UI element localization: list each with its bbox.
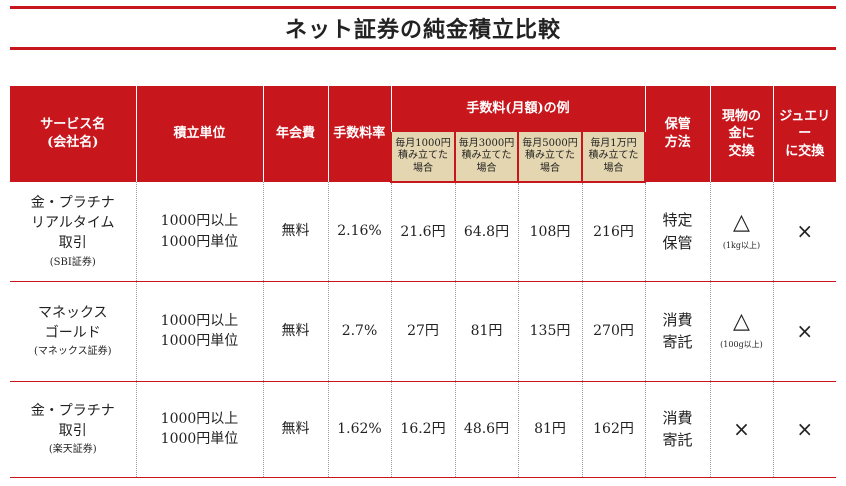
fee-3000-cell: 48.6円 <box>455 381 519 478</box>
header-monthly-fee-group: 手数料(月額)の例 <box>391 86 646 132</box>
service-cell: 金・プラチナ リアルタイム 取引 (SBI証券) <box>10 182 137 282</box>
storage-cell: 消費 寄託 <box>645 381 711 478</box>
subheader-1000: 毎月1000円 積み立てた 場合 <box>390 132 456 183</box>
header-annual-fee: 年会費 <box>263 86 329 182</box>
jewelry-cell: × <box>773 281 836 382</box>
fee-5000-cell: 81円 <box>518 381 583 478</box>
header-physical: 現物の 金に 交換 <box>710 86 774 182</box>
title-bottom-rule <box>10 47 836 50</box>
fee-10000-cell: 216円 <box>582 182 646 282</box>
storage-cell: 消費 寄託 <box>645 281 711 382</box>
cross-mark: × <box>796 416 814 441</box>
service-cell: 金・プラチナ 取引 (楽天証券) <box>10 381 137 478</box>
subheader-3000: 毎月3000円 積み立てた 場合 <box>454 132 519 183</box>
unit-cell: 1000円以上 1000円単位 <box>136 381 264 478</box>
fee-5000-cell: 108円 <box>518 182 583 282</box>
cross-mark: × <box>796 219 814 243</box>
title-top-rule <box>10 6 836 9</box>
subheader-row: 毎月1000円 積み立てた 場合 毎月3000円 積み立てた 場合 毎月5000… <box>10 132 836 183</box>
table-row: マネックス ゴールド (マネックス証券) 1000円以上 1000円単位 無料 … <box>10 281 836 382</box>
cross-mark: × <box>733 416 750 441</box>
company-name: (マネックス証券) <box>33 346 112 358</box>
fee-1000-cell: 27円 <box>391 281 456 382</box>
subheader-10000: 毎月1万円 積み立てた 場合 <box>581 132 646 183</box>
fee-10000-cell: 270円 <box>582 281 646 382</box>
physical-note: (100g以上) <box>720 340 763 350</box>
triangle-mark: △ <box>733 209 750 235</box>
company-name: (楽天証券) <box>48 444 97 456</box>
header-unit: 積立単位 <box>136 86 264 182</box>
fee-rate-cell: 2.16% <box>328 182 392 282</box>
fee-3000-cell: 64.8円 <box>455 182 519 282</box>
physical-cell: × <box>710 381 774 478</box>
fee-1000-cell: 16.2円 <box>391 381 456 478</box>
subheader-5000: 毎月5000円 積み立てた 場合 <box>517 132 583 183</box>
unit-cell: 1000円以上 1000円単位 <box>136 281 264 382</box>
table-row: 金・プラチナ リアルタイム 取引 (SBI証券) 1000円以上 1000円単位… <box>10 182 836 282</box>
physical-note: (1kg以上) <box>722 240 761 250</box>
header-jewelry: ジュエリー に交換 <box>773 86 836 182</box>
comparison-table: サービス名 (会社名) 積立単位 年会費 手数料率 手数料(月額)の例 保管 方… <box>10 86 836 478</box>
header-storage: 保管 方法 <box>645 86 711 182</box>
physical-cell: △ (100g以上) <box>710 281 774 382</box>
unit-cell: 1000円以上 1000円単位 <box>136 182 264 282</box>
storage-cell: 特定 保管 <box>645 182 711 282</box>
fee-rate-cell: 1.62% <box>328 381 392 478</box>
fee-3000-cell: 81円 <box>455 281 519 382</box>
annual-fee-cell: 無料 <box>263 281 329 382</box>
header-service: サービス名 (会社名) <box>10 86 137 182</box>
service-cell: マネックス ゴールド (マネックス証券) <box>10 281 137 382</box>
jewelry-cell: × <box>773 381 836 478</box>
company-name: (SBI証券) <box>49 256 96 268</box>
header-fee-rate: 手数料率 <box>328 86 392 182</box>
annual-fee-cell: 無料 <box>263 182 329 282</box>
fee-rate-cell: 2.7% <box>328 281 392 382</box>
jewelry-cell: × <box>773 182 836 282</box>
annual-fee-cell: 無料 <box>263 381 329 478</box>
fee-5000-cell: 135円 <box>518 281 583 382</box>
table-row: 金・プラチナ 取引 (楽天証券) 1000円以上 1000円単位 無料 1.62… <box>10 381 836 478</box>
page-title: ネット証券の純金積立比較 <box>284 17 561 43</box>
fee-1000-cell: 21.6円 <box>391 182 456 282</box>
triangle-mark: △ <box>733 309 750 335</box>
fee-10000-cell: 162円 <box>582 381 646 478</box>
cross-mark: × <box>796 318 814 343</box>
header-row: サービス名 (会社名) 積立単位 年会費 手数料率 手数料(月額)の例 保管 方… <box>10 86 836 182</box>
physical-cell: △ (1kg以上) <box>710 182 774 282</box>
